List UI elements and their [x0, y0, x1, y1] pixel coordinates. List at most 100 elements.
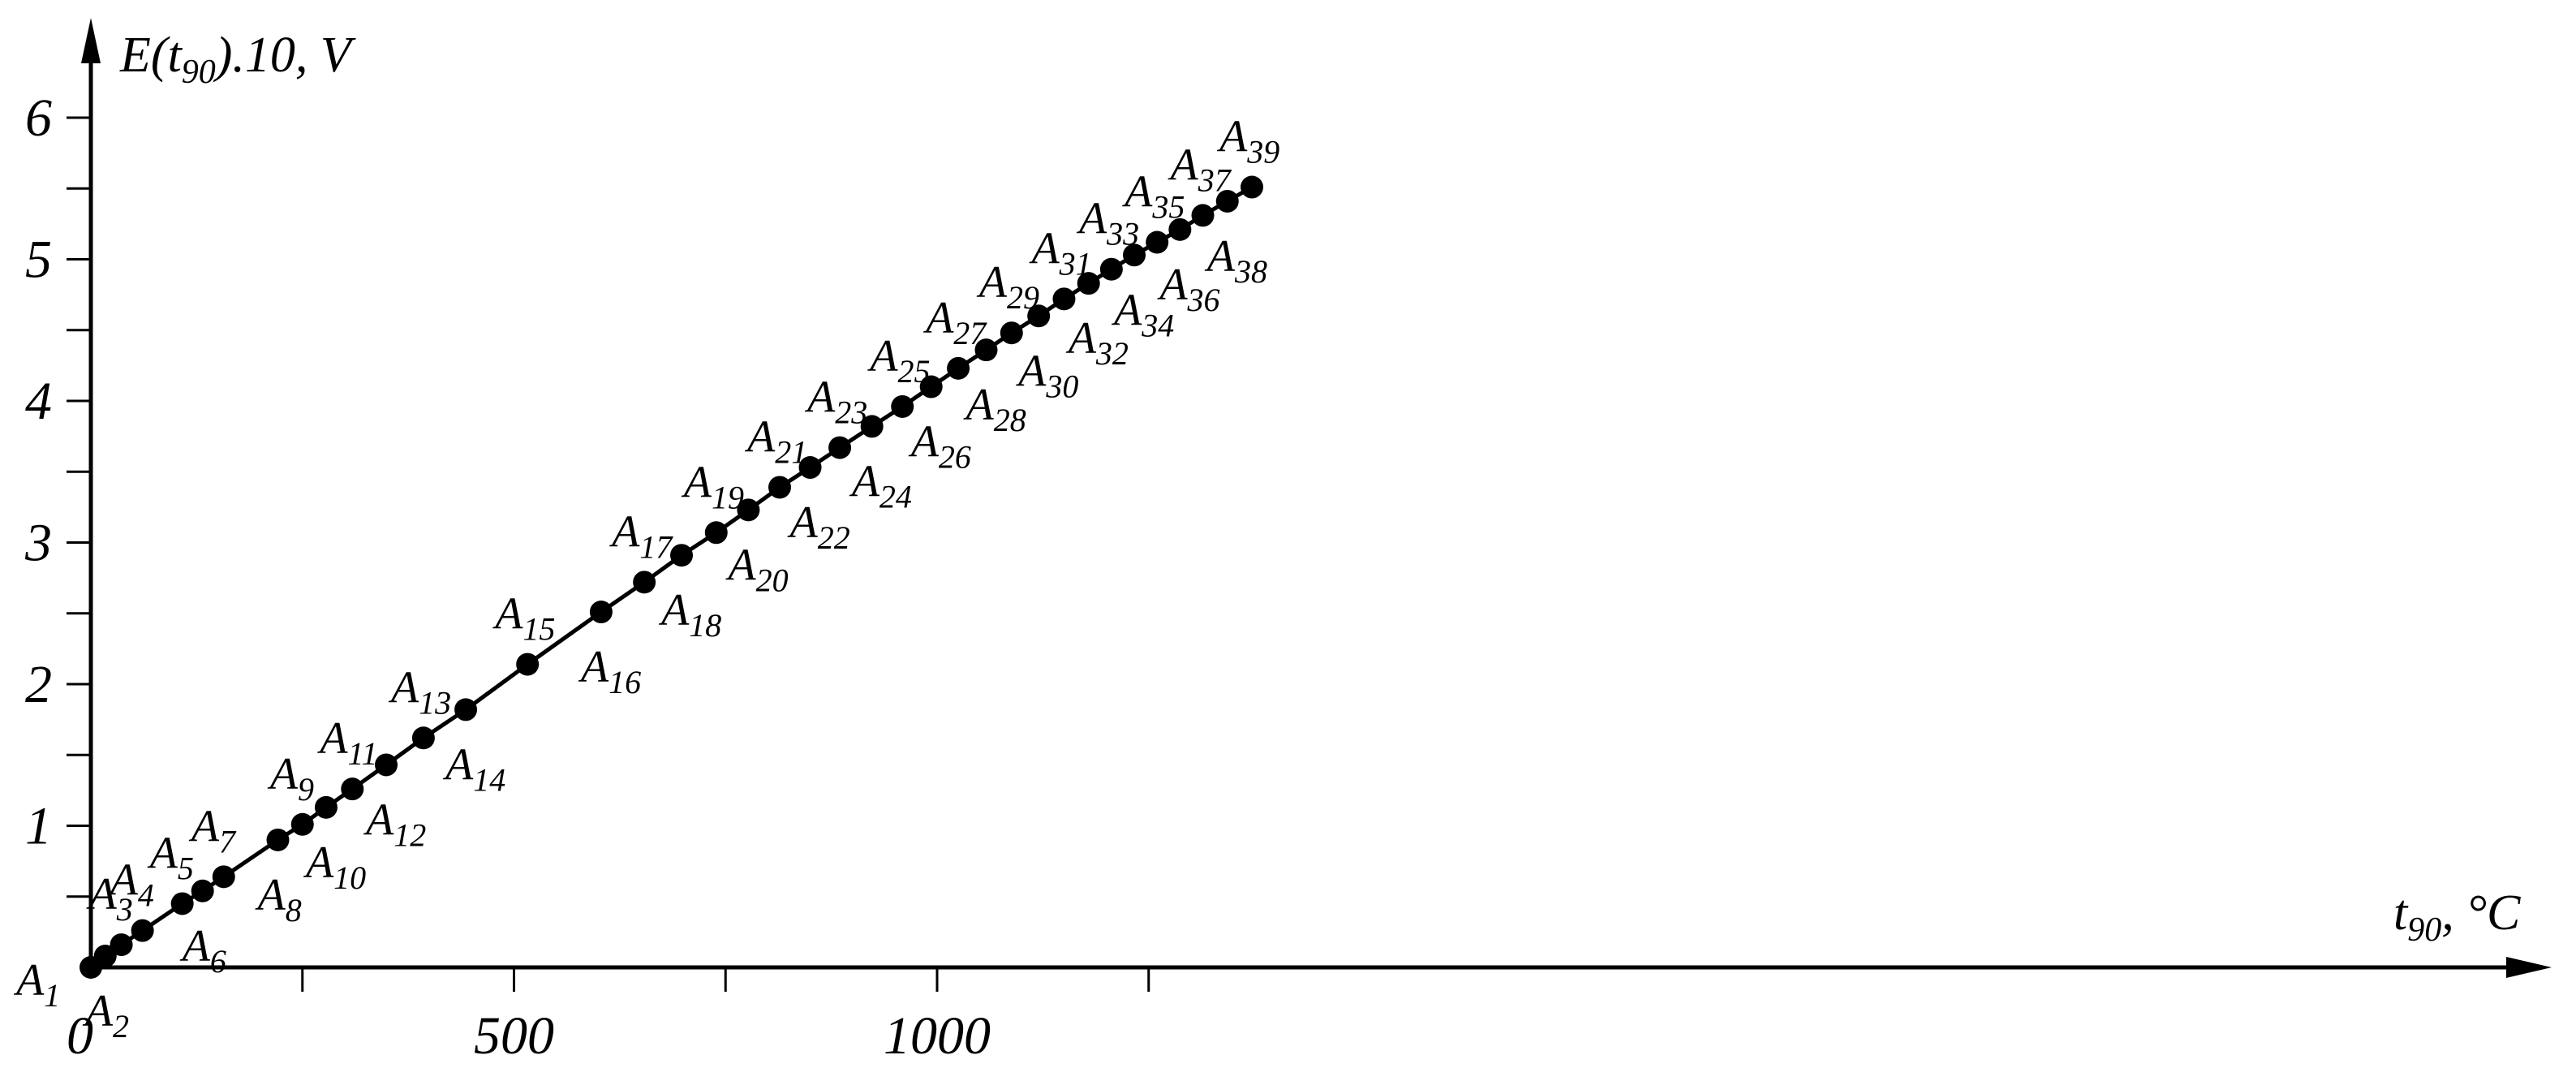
point-label-A27: A27: [922, 293, 987, 351]
x-axis-arrow-icon: [2506, 957, 2552, 978]
origin-label: 0: [67, 1006, 93, 1066]
x-tick-label: 500: [474, 1006, 554, 1066]
data-point-A23: [828, 436, 852, 459]
data-point-A28: [974, 338, 998, 362]
point-label-letter: A: [188, 801, 220, 851]
point-label-subscript: 17: [639, 528, 673, 565]
point-label-subscript: 24: [879, 478, 912, 515]
point-label-A3: A3: [86, 869, 133, 928]
data-point-A35: [1146, 230, 1169, 254]
y-axis-title-pre: E(t: [119, 28, 183, 83]
y-axis-arrow-icon: [81, 18, 101, 63]
y-tick-label: 2: [25, 655, 52, 714]
point-label-letter: A: [255, 870, 286, 920]
data-point-A37: [1191, 204, 1215, 227]
point-label-letter: A: [849, 456, 880, 506]
data-point-A20: [737, 498, 760, 522]
point-label-letter: A: [1121, 167, 1153, 217]
point-label-subscript: 21: [775, 433, 807, 470]
point-label-letter: A: [147, 828, 178, 878]
point-label-subscript: 23: [835, 394, 867, 431]
point-label-A39: A39: [1216, 112, 1279, 170]
x-axis-title-main: t: [2393, 885, 2409, 941]
point-label-A6: A6: [179, 921, 226, 980]
point-label-subscript: 28: [994, 402, 1026, 438]
data-point-A30: [1027, 304, 1051, 328]
y-tick-label: 4: [25, 372, 52, 431]
point-label-letter: A: [787, 497, 819, 548]
point-label-subscript: 39: [1246, 134, 1279, 170]
data-point-A31: [1052, 287, 1076, 311]
point-label-letter: A: [1168, 140, 1199, 190]
point-label-A19: A19: [681, 457, 744, 515]
point-label-A8: A8: [255, 870, 302, 928]
point-label-A21: A21: [744, 411, 807, 470]
point-label-A18: A18: [658, 585, 721, 644]
markers: [80, 175, 1263, 979]
point-label-letter: A: [578, 642, 609, 692]
x-axis-title-rest: , °C: [2441, 885, 2521, 941]
point-label-subscript: 1: [44, 977, 60, 1014]
point-label-letter: A: [82, 986, 114, 1036]
point-label-subscript: 22: [818, 519, 850, 556]
point-label-A34: A34: [1111, 285, 1174, 343]
point-label-A10: A10: [303, 838, 366, 896]
point-label-subscript: 13: [419, 684, 451, 721]
point-label-A30: A30: [1015, 346, 1078, 404]
point-label-letter: A: [908, 417, 940, 467]
y-tick-label: 6: [25, 88, 52, 148]
point-label-letter: A: [1076, 194, 1107, 244]
point-label-A12: A12: [363, 795, 426, 853]
point-label-letter: A: [316, 713, 348, 764]
y-tick-label: 5: [25, 230, 52, 290]
point-label-subscript: 11: [348, 735, 378, 772]
data-point-A11: [341, 777, 364, 801]
data-point-A4: [131, 919, 154, 942]
point-label-A33: A33: [1076, 194, 1139, 252]
data-point-A25: [891, 394, 914, 418]
point-label-subscript: 36: [1187, 282, 1220, 318]
data-point-A32: [1077, 272, 1100, 295]
series-line: [89, 185, 1254, 969]
point-label-A17: A17: [609, 506, 673, 565]
point-label-letter: A: [1028, 223, 1060, 273]
point-label-A13: A13: [388, 662, 451, 721]
point-label-subscript: 34: [1141, 307, 1174, 343]
point-label-A24: A24: [849, 456, 912, 515]
point-label-letter: A: [609, 506, 640, 557]
point-label-A35: A35: [1121, 167, 1185, 226]
point-label-letter: A: [725, 540, 756, 590]
point-label-subscript: 14: [473, 761, 505, 798]
point-label-letter: A: [1204, 231, 1236, 282]
point-label-subscript: 2: [113, 1008, 129, 1044]
point-label-subscript: 33: [1106, 216, 1139, 252]
point-label-A2: A2: [82, 986, 129, 1044]
point-label-subscript: 19: [712, 479, 744, 515]
point-label-letter: A: [1111, 285, 1142, 335]
data-point-A27: [947, 356, 970, 380]
point-label-A7: A7: [188, 801, 237, 859]
x-axis-title-sub: 90: [2407, 911, 2441, 949]
point-label-letter: A: [658, 585, 690, 635]
point-label-subscript: 10: [333, 859, 366, 896]
point-label-A9: A9: [267, 749, 314, 808]
point-label-A28: A28: [962, 380, 1026, 438]
y-axis-title: E(t90).10, V: [119, 28, 356, 91]
point-label-letter: A: [922, 293, 954, 343]
data-point-A8: [266, 828, 290, 851]
point-label-subscript: 20: [756, 562, 789, 598]
point-label-subscript: 32: [1095, 335, 1129, 372]
point-label-letter: A: [1156, 260, 1188, 310]
point-label-letter: A: [86, 869, 118, 919]
point-label-letter: A: [681, 457, 712, 507]
point-label-A31: A31: [1028, 223, 1091, 282]
point-label-A25: A25: [867, 331, 930, 390]
data-point-A3: [110, 933, 133, 957]
point-label-subscript: 27: [953, 315, 987, 351]
point-label-letter: A: [744, 411, 776, 462]
data-point-A10: [314, 795, 338, 819]
data-point-A36: [1168, 217, 1192, 241]
data-point-A17: [633, 571, 656, 594]
point-label-subscript: 25: [897, 353, 930, 390]
point-label-subscript: 6: [210, 943, 226, 980]
